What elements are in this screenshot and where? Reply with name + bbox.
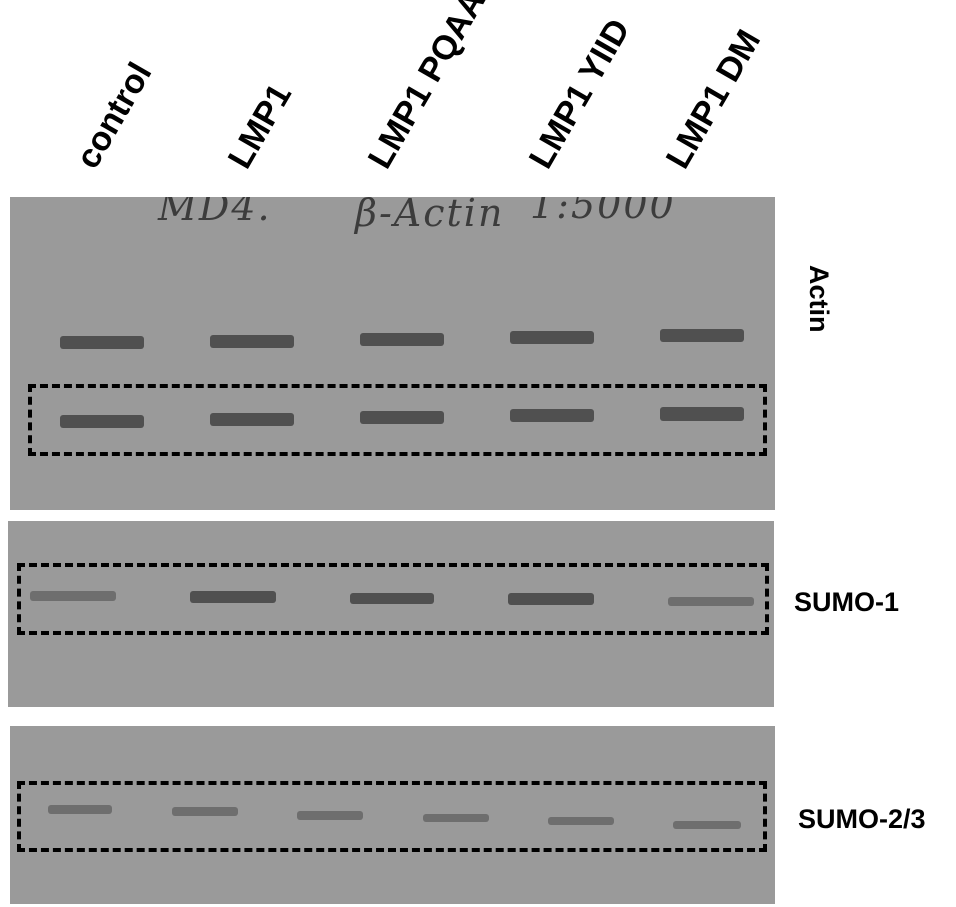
handwriting-md4: MD4.: [158, 197, 272, 229]
lane-label-lmp1-dm: LMP1 DM: [658, 23, 769, 176]
actin-lower-band-lmp1-dm: [660, 407, 744, 421]
actin-label: Actin: [804, 265, 834, 333]
actin-upper-band-lmp1-dm: [660, 329, 744, 342]
sumo23-label: SUMO-2/3: [798, 804, 926, 834]
lane-label-control: control: [68, 56, 160, 175]
actin-highlight-box: [28, 384, 767, 456]
sumo23-blot-panel: [10, 726, 775, 904]
sumo1-blot-panel: [8, 521, 774, 707]
sumo1-band-lmp1-dm: [668, 597, 754, 606]
sumo1-band-lmp1: [190, 591, 276, 603]
actin-lower-band-lmp1-pqaa: [360, 411, 444, 424]
sumo23-band-lmp1-yiid: [423, 814, 489, 822]
sumo1-band-lmp1-pqaa: [350, 593, 434, 604]
actin-upper-band-lmp1-pqaa: [360, 333, 444, 346]
actin-lower-band-control: [60, 415, 144, 428]
actin-upper-band-lmp1: [210, 335, 294, 348]
sumo23-band-lmp1-dm-a: [548, 817, 614, 825]
handwriting-dilution: 1:5000: [530, 197, 676, 227]
actin-blot-panel: MD4. β-Actin 1:5000: [10, 197, 775, 510]
lane-label-lmp1-pqaa: LMP1 PQAA: [360, 0, 493, 175]
sumo23-band-lmp1: [172, 807, 238, 816]
sumo23-band-lmp1-dm-b: [673, 821, 741, 829]
sumo1-label: SUMO-1: [794, 587, 900, 617]
sumo23-band-control: [48, 805, 112, 814]
actin-lower-band-lmp1: [210, 413, 294, 426]
sumo1-band-lmp1-yiid: [508, 593, 594, 605]
actin-upper-band-control: [60, 336, 144, 349]
sumo1-band-control: [30, 591, 116, 601]
sumo1-highlight-box: [17, 563, 769, 635]
handwriting-beta-actin: β-Actin: [355, 197, 505, 235]
actin-lower-band-lmp1-yiid: [510, 409, 594, 422]
actin-upper-band-lmp1-yiid: [510, 331, 594, 344]
lane-label-lmp1: LMP1: [220, 77, 300, 175]
sumo23-highlight-box: [17, 781, 767, 852]
sumo23-band-lmp1-pqaa: [297, 811, 363, 820]
lane-label-lmp1-yiid: LMP1 YIID: [521, 12, 638, 176]
